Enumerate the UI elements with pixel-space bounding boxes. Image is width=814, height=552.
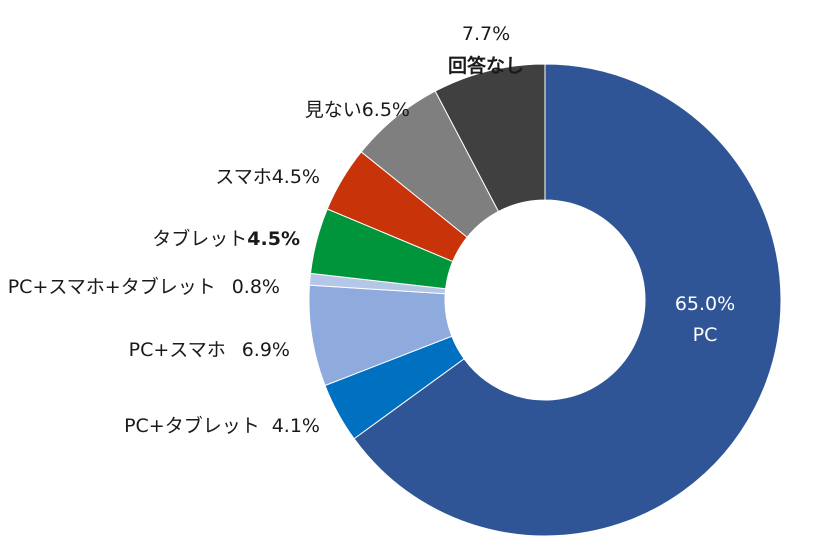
- slice-label-no-view-value: 6.5%: [362, 99, 410, 121]
- slice-label-pc-tablet: PC+タブレット 4.1%: [124, 414, 320, 437]
- slice-label-smartphone-name: スマホ: [215, 166, 271, 188]
- slice-value-pc: 65.0%: [675, 293, 735, 315]
- labels-group: 65.0% PC PC+タブレット 4.1% PC+スマホ 6.9% PC+スマホ+…: [8, 23, 735, 437]
- slice-label-tablet-name: タブレット: [152, 227, 247, 250]
- slice-label-tablet-value: 4.5%: [247, 228, 300, 250]
- slice-label-pc-tablet-value: 4.1%: [272, 415, 320, 437]
- donut-slice-0: [353, 63, 782, 537]
- slice-label-pc-smartphone: PC+スマホ 6.9%: [129, 339, 290, 361]
- slice-label-pc-smartphone-tablet-name: PC+スマホ+タブレット: [8, 275, 216, 298]
- slice-label-pc: PC: [693, 324, 718, 346]
- donut-slice-7: [434, 63, 546, 213]
- slice-label-no-view-name: 見ない: [305, 99, 362, 121]
- slice-value-no-answer: 7.7%: [462, 23, 510, 45]
- slice-label-smartphone-value: 4.5%: [272, 166, 320, 188]
- slice-label-pc-smartphone-tablet: PC+スマホ+タブレット 0.8%: [8, 275, 280, 298]
- slice-label-no-view: 見ない6.5%: [305, 99, 410, 121]
- slice-label-no-answer: 回答なし: [448, 54, 524, 77]
- slice-label-pc-smartphone-name: PC+スマホ: [129, 339, 226, 361]
- slice-label-pc-smartphone-value: 6.9%: [242, 339, 290, 361]
- slice-label-smartphone: スマホ4.5%: [215, 166, 320, 188]
- slice-label-pc-smartphone-tablet-value: 0.8%: [232, 276, 280, 298]
- slice-label-pc-tablet-name: PC+タブレット: [124, 414, 260, 437]
- slices-group: [308, 63, 782, 537]
- slice-label-tablet: タブレット4.5%: [152, 227, 300, 250]
